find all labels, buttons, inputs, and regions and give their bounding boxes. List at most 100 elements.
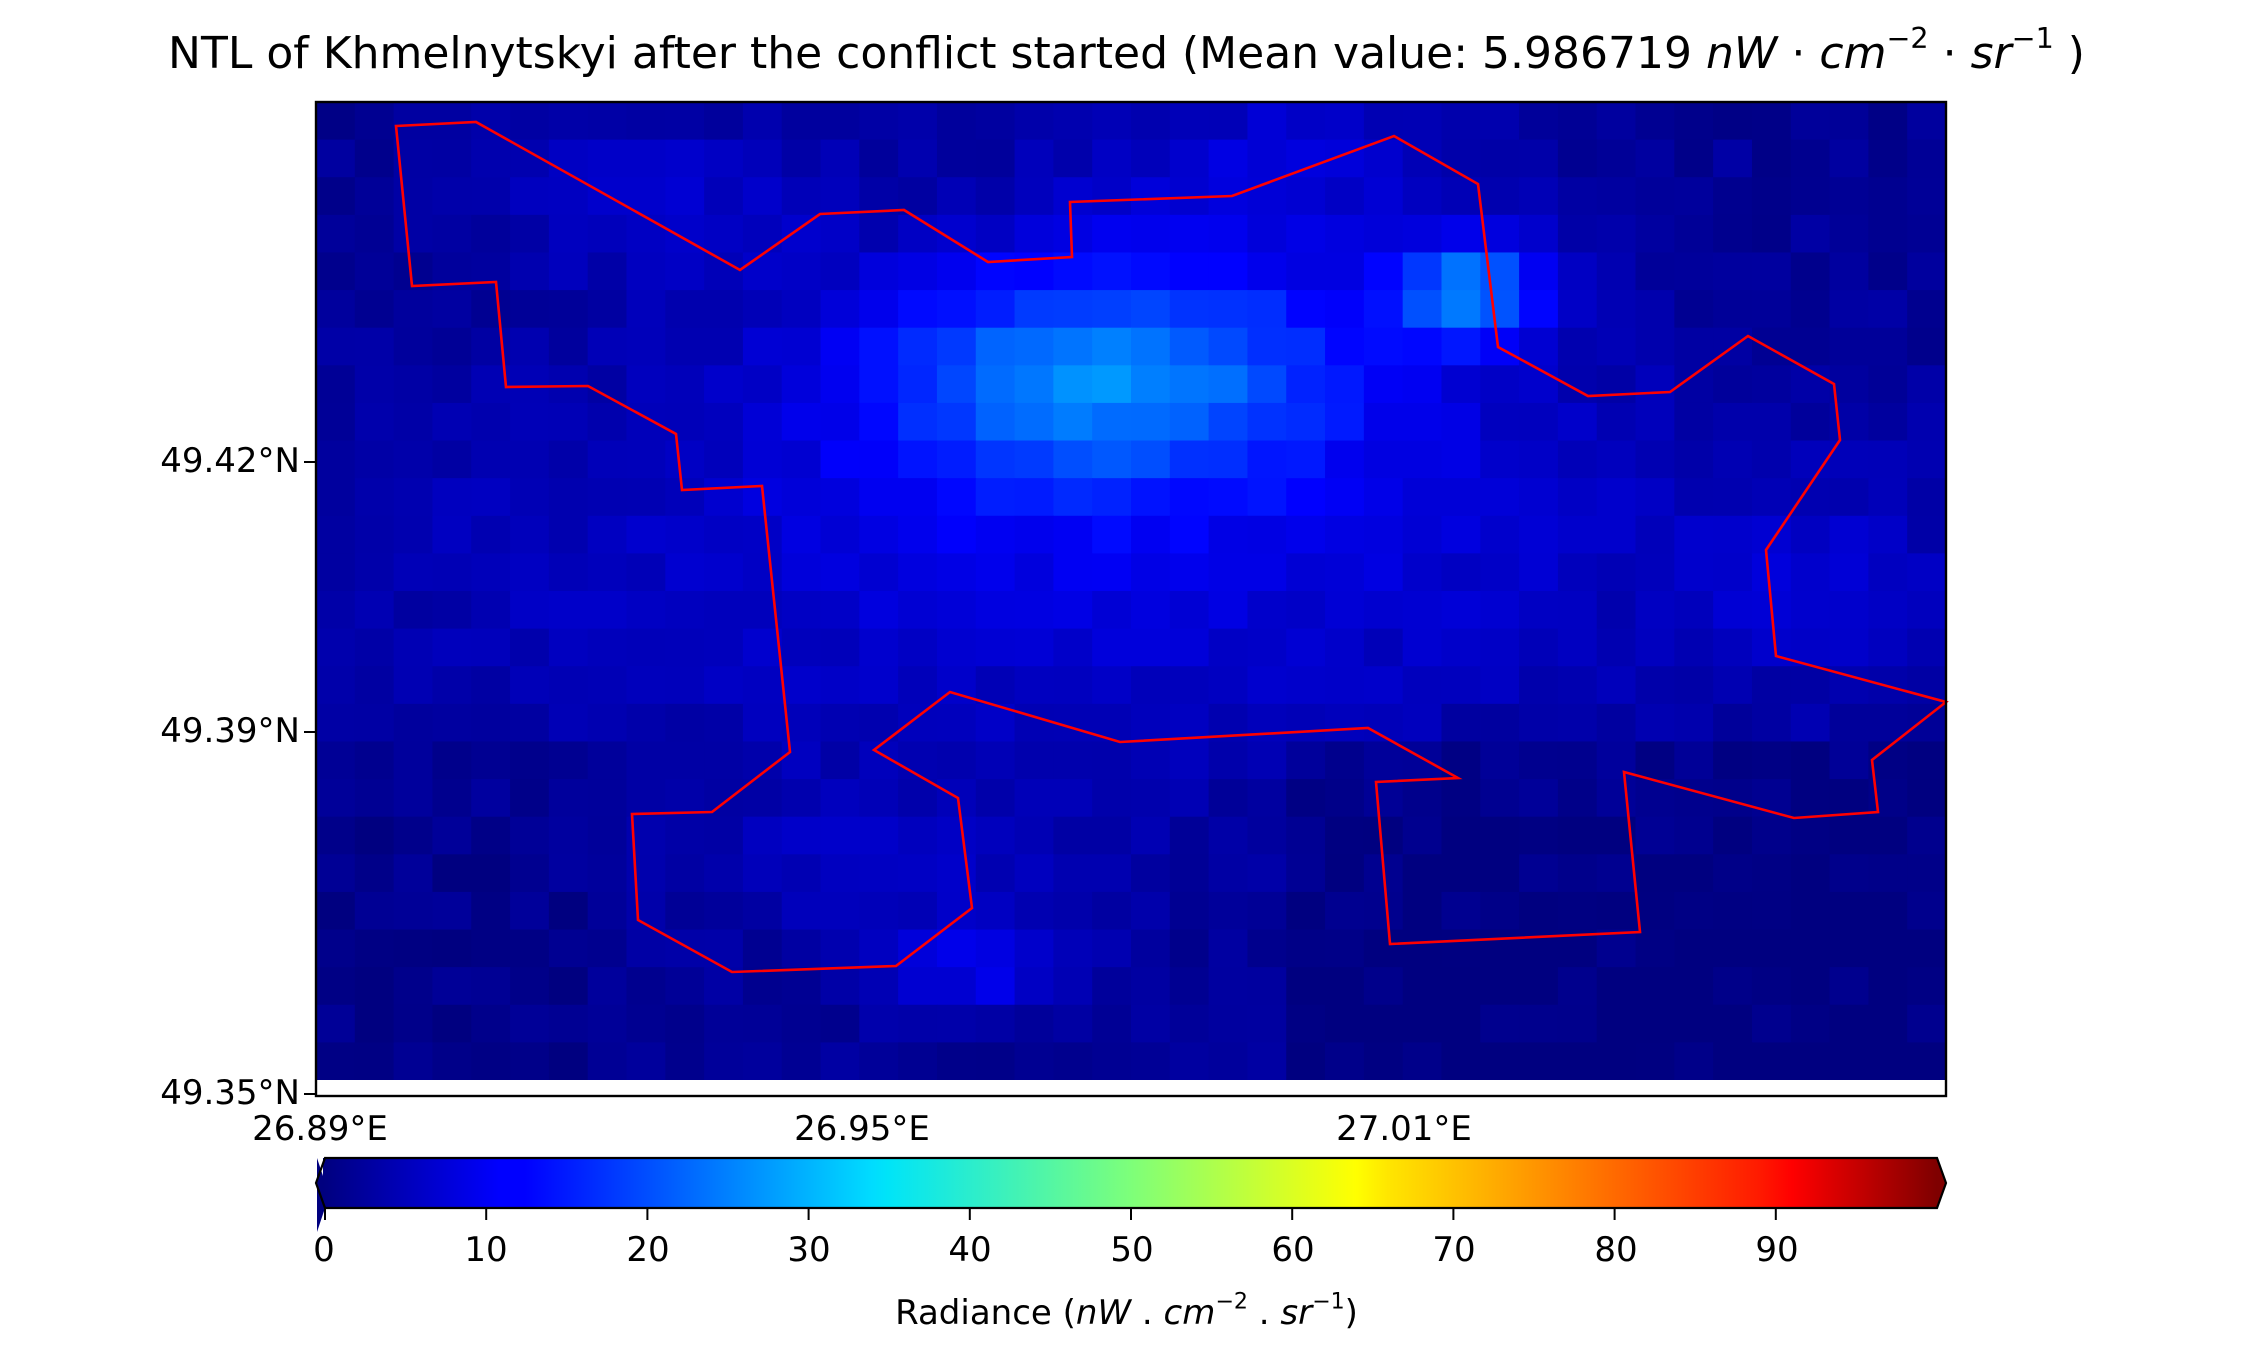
radiance-cell: [432, 440, 472, 479]
radiance-cell: [781, 177, 822, 216]
radiance-cell: [781, 139, 822, 178]
radiance-cell: [704, 440, 744, 479]
radiance-cell: [898, 741, 938, 780]
radiance-cell: [936, 553, 977, 592]
radiance-cell: [859, 402, 899, 442]
radiance-cell: [1674, 214, 1714, 254]
radiance-cell: [1131, 252, 1171, 291]
radiance-cell: [1907, 402, 1947, 442]
radiance-cell: [1596, 854, 1637, 893]
radiance-cell: [510, 515, 550, 554]
radiance-cell: [1790, 666, 1831, 705]
radiance-cell: [432, 591, 472, 630]
radiance-cell: [1635, 139, 1675, 178]
radiance-cell: [1325, 515, 1365, 554]
radiance-cell: [393, 779, 434, 818]
radiance-cell: [1790, 703, 1831, 743]
radiance-cell: [510, 252, 550, 291]
radiance-cell: [1014, 402, 1054, 442]
radiance-cell: [1519, 102, 1559, 141]
radiance-cell: [1596, 779, 1637, 818]
radiance-cell: [1829, 779, 1869, 818]
radiance-cell: [510, 816, 550, 855]
radiance-cell: [1092, 177, 1132, 216]
radiance-cell: [1519, 1004, 1559, 1043]
radiance-cell: [1441, 327, 1481, 366]
radiance-cell: [1829, 290, 1869, 329]
radiance-cell: [859, 1042, 899, 1081]
radiance-cell: [1907, 139, 1947, 178]
radiance-cell: [1868, 929, 1908, 968]
radiance-cell: [742, 628, 783, 667]
colorbar-tick-label: 80: [1594, 1230, 1638, 1270]
radiance-cell: [1907, 929, 1947, 968]
radiance-cell: [1674, 779, 1714, 818]
radiance-cell: [1131, 1042, 1171, 1081]
radiance-cell: [587, 553, 628, 592]
radiance-cell: [471, 290, 511, 329]
radiance-cell: [1053, 816, 1093, 855]
radiance-cell: [626, 252, 666, 291]
radiance-cell: [1014, 1042, 1054, 1081]
radiance-cell: [1131, 591, 1171, 630]
radiance-cell: [1868, 1042, 1908, 1081]
radiance-cell: [820, 252, 860, 291]
radiance-cell: [1402, 440, 1443, 479]
radiance-cell: [471, 177, 511, 216]
radiance-cell: [1247, 1042, 1287, 1081]
radiance-cell: [1363, 891, 1404, 931]
radiance-cell: [1790, 139, 1831, 178]
radiance-cell: [1247, 779, 1287, 818]
radiance-cell: [1286, 628, 1326, 667]
radiance-cell: [1751, 290, 1792, 329]
radiance-cell: [587, 666, 628, 705]
radiance-cell: [704, 327, 744, 366]
radiance-cell: [781, 440, 822, 479]
radiance-cell: [1053, 553, 1093, 592]
radiance-cell: [548, 628, 589, 667]
radiance-cell: [665, 327, 705, 366]
radiance-cell: [1092, 139, 1132, 178]
radiance-cell: [936, 741, 977, 780]
radiance-cell: [1014, 854, 1054, 893]
radiance-cell: [859, 779, 899, 818]
radiance-cell: [316, 779, 356, 818]
radiance-cell: [1751, 252, 1792, 291]
radiance-cell: [393, 177, 434, 216]
radiance-cell: [1868, 327, 1908, 366]
radiance-cell: [1402, 779, 1443, 818]
radiance-cell: [665, 139, 705, 178]
radiance-cell: [316, 515, 356, 554]
radiance-cell: [975, 478, 1016, 517]
radiance-cell: [1713, 628, 1753, 667]
radiance-cell: [898, 666, 938, 705]
radiance-cell: [859, 891, 899, 931]
radiance-cell: [1713, 515, 1753, 554]
radiance-cell: [820, 402, 860, 442]
radiance-cell: [820, 139, 860, 178]
radiance-cell: [1519, 252, 1559, 291]
radiance-cell: [1519, 779, 1559, 818]
radiance-cell: [1363, 252, 1404, 291]
radiance-cell: [1363, 177, 1404, 216]
radiance-cell: [1441, 1004, 1481, 1043]
radiance-cell: [1325, 177, 1365, 216]
radiance-cell: [1441, 515, 1481, 554]
radiance-cell: [1363, 102, 1404, 141]
radiance-cell: [1131, 741, 1171, 780]
radiance-cell: [432, 177, 472, 216]
radiance-cell: [1286, 703, 1326, 743]
radiance-cell: [1480, 967, 1520, 1006]
lat-tick-label: 49.42°N: [160, 441, 300, 481]
radiance-cell: [1402, 891, 1443, 931]
radiance-cell: [1674, 891, 1714, 931]
lon-tick-label: 26.89°E: [252, 1109, 388, 1149]
radiance-cell: [1596, 327, 1637, 366]
radiance-cell: [1557, 139, 1598, 178]
radiance-cell: [1131, 967, 1171, 1006]
radiance-cell: [354, 327, 395, 366]
radiance-cell: [859, 214, 899, 254]
radiance-cell: [1286, 102, 1326, 141]
radiance-cell: [1519, 891, 1559, 931]
radiance-cell: [1868, 478, 1908, 517]
